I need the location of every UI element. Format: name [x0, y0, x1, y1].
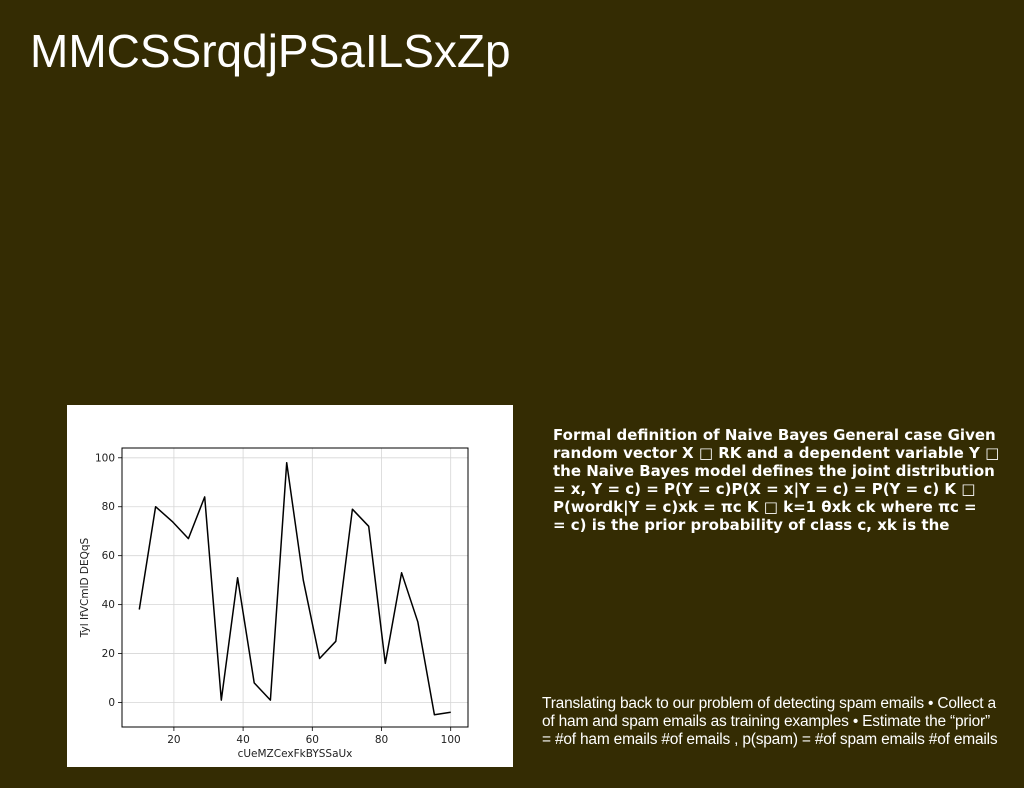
chart-grid	[122, 448, 468, 727]
chart-ticks: 20 40 60 80 100 0 20 40 60 80 100	[95, 452, 461, 746]
text-line: the Naive Bayes model defines the joint …	[553, 462, 995, 480]
plot-frame	[121, 447, 469, 728]
line-chart: 20 40 60 80 100 0 20 40 60 80 100 cUeMZCexFkBYSSaU…	[79, 447, 469, 760]
text-line: Translating back to our problem of detec…	[542, 695, 996, 712]
chart-data-points	[139, 462, 451, 715]
text-line: = #of ham emails #of emails , p(spam) = …	[542, 731, 998, 748]
text-line: random vector X □ RK and a dependent var…	[553, 444, 1000, 462]
y-tick-label: 60	[102, 550, 115, 562]
chart-panel: 20 40 60 80 100 0 20 40 60 80 100 cUeMZCexFkBYSSaU…	[67, 405, 513, 767]
x-tick-label: 80	[375, 734, 388, 746]
text-line: = c) is the prior probability of class c…	[553, 516, 950, 534]
text-line: of ham and spam emails as training examp…	[542, 713, 990, 730]
x-tick-label: 60	[306, 734, 319, 746]
x-tick-label: 20	[167, 734, 180, 746]
series-line	[138, 461, 451, 716]
slide-title: MMCSSrqdjPSaILSxZp	[30, 25, 511, 77]
y-tick-label: 80	[102, 501, 115, 513]
x-axis-label: cUeMZCexFkBYSSaUx	[238, 748, 353, 760]
x-tick-label: 100	[441, 734, 461, 746]
x-tick-label: 40	[236, 734, 249, 746]
naive-bayes-definition-text: Formal definition of Naive Bayes General…	[553, 426, 1024, 536]
y-tick-label: 100	[95, 452, 115, 464]
text-line: = x, Y = c) = P(Y = c)P(X = x|Y = c) = P…	[553, 480, 976, 498]
y-tick-label: 20	[102, 648, 115, 660]
text-line: P(wordk|Y = c)xk = πc K □ k=1 θxk ck whe…	[553, 498, 977, 516]
spam-detection-text: Translating back to our problem of detec…	[542, 695, 1024, 751]
y-tick-label: 0	[108, 697, 115, 709]
text-line: Formal definition of Naive Bayes General…	[553, 426, 996, 444]
y-axis-label: Tyl IfVCmlD DEQqS	[79, 537, 91, 638]
y-tick-label: 40	[102, 599, 115, 611]
